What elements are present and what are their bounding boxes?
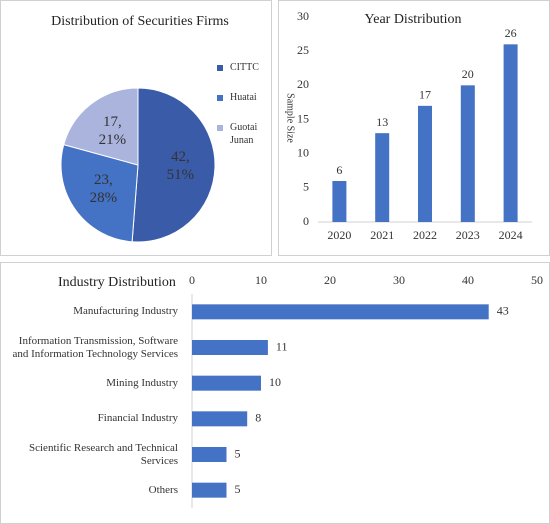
x-tick-label: 2023 bbox=[456, 228, 480, 242]
data-label: 17, bbox=[103, 114, 122, 130]
bar bbox=[192, 482, 227, 498]
chart-title: Distribution of Securities Firms bbox=[51, 14, 229, 29]
bar bbox=[192, 304, 489, 320]
data-label: 5 bbox=[235, 446, 241, 460]
data-label: 26 bbox=[505, 26, 517, 40]
legend-label: Guotai Junan bbox=[230, 122, 258, 146]
legend-swatch bbox=[217, 65, 223, 71]
bar bbox=[418, 105, 432, 222]
bar bbox=[192, 375, 261, 391]
x-tick-label: 2021 bbox=[370, 228, 394, 242]
y-tick-label: 15 bbox=[297, 111, 309, 125]
data-label: 42, bbox=[171, 149, 190, 165]
x-tick-label: 50 bbox=[531, 273, 543, 287]
panel bbox=[0, 0, 272, 256]
x-tick-label: 40 bbox=[462, 273, 474, 287]
x-tick-label: 20 bbox=[324, 273, 336, 287]
pie-slice bbox=[63, 87, 139, 166]
data-label: 10 bbox=[269, 375, 281, 389]
y-tick-label: 5 bbox=[303, 180, 309, 194]
x-tick-label: 30 bbox=[393, 273, 405, 287]
y-tick-label: 30 bbox=[297, 9, 309, 23]
y-tick-label: 0 bbox=[303, 214, 309, 228]
bar bbox=[192, 447, 227, 462]
y-tick-label: Others bbox=[148, 483, 178, 496]
y-tick-label: Information Transmission, Software and I… bbox=[12, 334, 178, 360]
x-tick-label: 2020 bbox=[327, 228, 351, 242]
data-label: 11 bbox=[276, 339, 288, 353]
data-label: 21% bbox=[99, 132, 127, 148]
bar bbox=[375, 133, 390, 222]
y-tick-label: 10 bbox=[297, 145, 309, 159]
legend-swatch bbox=[217, 95, 223, 101]
legend-swatch bbox=[217, 125, 223, 131]
y-tick-label: Scientific Research and Technical Servic… bbox=[29, 441, 178, 467]
legend-label: Huatai bbox=[230, 92, 257, 103]
bar bbox=[460, 85, 475, 222]
data-label: 43 bbox=[497, 304, 509, 318]
data-label: 51% bbox=[167, 167, 195, 183]
data-label: 8 bbox=[255, 411, 261, 425]
x-tick-label: 10 bbox=[255, 273, 267, 287]
chart-title: Industry Distribution bbox=[58, 275, 176, 290]
x-tick-label: 0 bbox=[189, 273, 195, 287]
bar bbox=[503, 44, 518, 223]
chart-title: Year Distribution bbox=[365, 12, 462, 27]
data-label: 17 bbox=[419, 88, 431, 102]
x-tick-label: 2022 bbox=[413, 228, 437, 242]
bar bbox=[192, 411, 248, 427]
pie-slice bbox=[131, 87, 216, 243]
y-axis-label: Sample Size bbox=[285, 93, 296, 143]
y-tick-label: 25 bbox=[297, 43, 309, 57]
bar bbox=[192, 340, 268, 355]
data-label: 20 bbox=[462, 67, 474, 81]
legend-label: CITTC bbox=[230, 62, 259, 73]
bar bbox=[332, 181, 347, 222]
pie-slice bbox=[60, 143, 139, 243]
x-tick-label: 2024 bbox=[499, 228, 523, 242]
y-tick-label: 20 bbox=[297, 77, 309, 91]
y-tick-label: Financial Industry bbox=[97, 412, 178, 425]
data-label: 5 bbox=[235, 482, 241, 496]
data-label: 23, bbox=[94, 172, 113, 188]
y-tick-label: Mining Industry bbox=[106, 376, 178, 389]
data-label: 28% bbox=[90, 190, 118, 206]
data-label: 13 bbox=[376, 115, 388, 129]
data-label: 6 bbox=[336, 163, 342, 177]
y-tick-label: Manufacturing Industry bbox=[73, 305, 178, 318]
